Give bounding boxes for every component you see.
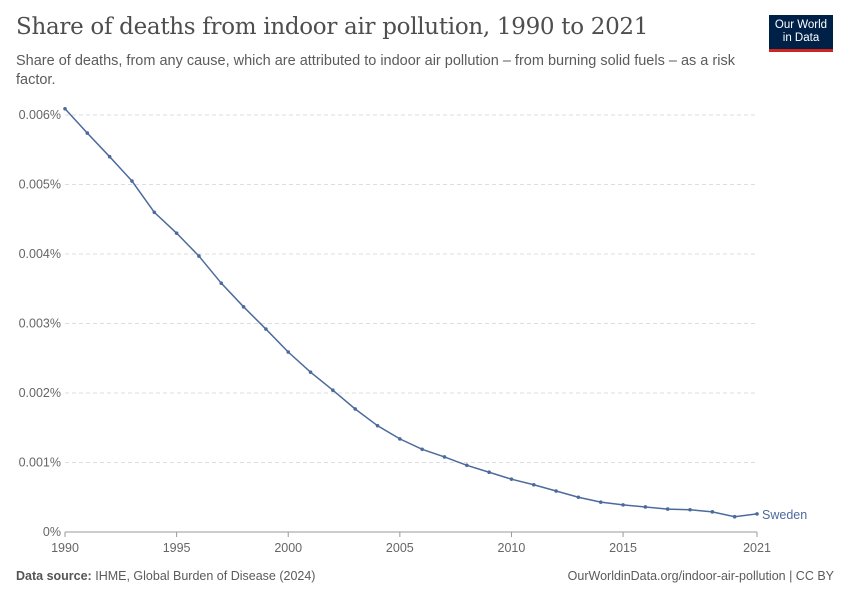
data-point [375, 423, 380, 428]
data-point [665, 507, 670, 511]
data-point [174, 231, 179, 235]
data-point [554, 489, 558, 493]
y-tick-label: 0.004% [19, 247, 61, 261]
data-point [219, 281, 224, 285]
data-point [241, 305, 246, 309]
x-tick-label: 1995 [163, 541, 191, 555]
data-point [63, 106, 67, 111]
data-point [465, 463, 469, 468]
data-point [152, 210, 157, 215]
data-point [85, 131, 90, 135]
data-point [331, 388, 335, 393]
y-tick-label: 0.003% [19, 317, 61, 331]
data-point [755, 512, 759, 516]
x-tick-label: 2021 [743, 541, 771, 555]
chart-title: Share of deaths from indoor air pollutio… [16, 14, 649, 40]
x-tick-label: 2000 [274, 541, 302, 555]
data-point [509, 477, 514, 481]
y-tick-label: 0.005% [19, 178, 61, 192]
x-tick-label: 1990 [51, 541, 79, 555]
chart-subtitle: Share of deaths, from any cause, which a… [16, 53, 735, 88]
data-point [710, 510, 715, 514]
logo-line1: Our World [774, 19, 828, 31]
source-text: IHME, Global Burden of Disease (2024) [95, 569, 316, 583]
source-label: Data source: [16, 569, 92, 583]
logo-line2: in Data [782, 32, 820, 44]
data-point [130, 179, 134, 183]
y-tick-label: 0.001% [19, 456, 61, 470]
footer-url[interactable]: OurWorldinData.org/indoor-air-pollution … [567, 569, 834, 583]
owid-logo[interactable]: Our World in Data [769, 15, 833, 52]
data-source: Data source: IHME, Global Burden of Dise… [16, 569, 315, 583]
data-point [264, 327, 268, 331]
data-point [643, 505, 648, 509]
x-tick-label: 2005 [386, 541, 414, 555]
data-point [688, 507, 692, 512]
series-label-sweden: Sweden [762, 508, 807, 522]
x-tick-label: 2010 [498, 541, 526, 555]
y-tick-label: 0% [43, 525, 61, 539]
data-point [107, 154, 112, 159]
data-point [442, 455, 447, 459]
data-point [308, 370, 313, 374]
data-point [598, 500, 603, 504]
y-tick-label: 0.006% [19, 108, 61, 122]
data-point [398, 437, 402, 441]
data-point [531, 482, 536, 487]
data-point [487, 470, 491, 475]
x-tick-label: 2015 [609, 541, 637, 555]
data-point [353, 407, 357, 411]
data-point [621, 503, 625, 507]
data-point [576, 495, 581, 500]
data-point [197, 254, 201, 258]
data-point [420, 447, 424, 452]
series-line-sweden [64, 108, 758, 518]
data-point [286, 350, 291, 354]
data-point [732, 514, 737, 519]
y-tick-label: 0.002% [19, 386, 61, 400]
